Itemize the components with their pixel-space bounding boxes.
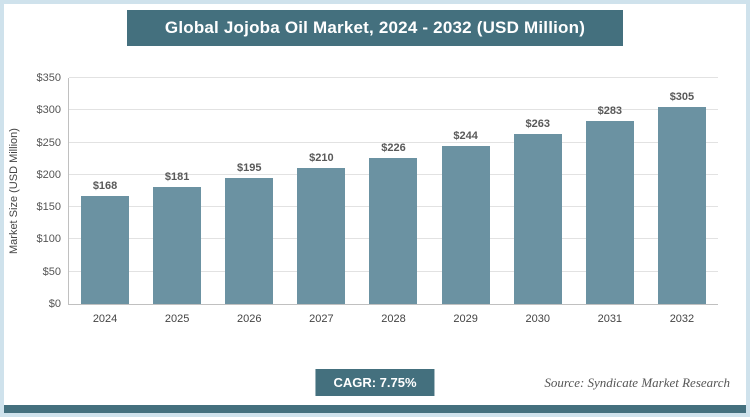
gridline: [69, 77, 718, 78]
bar-group: $244: [433, 78, 498, 304]
bar-value-label: $210: [309, 152, 334, 165]
source-text: Source: Syndicate Market Research: [544, 375, 730, 390]
y-tick-label: $100: [36, 233, 61, 246]
x-tick-label: 2032: [669, 313, 695, 325]
bar-value-label: $168: [92, 179, 118, 192]
bar-group: $226: [361, 78, 426, 304]
x-tick-label: 2028: [381, 313, 406, 325]
y-tick-label: $350: [36, 72, 61, 84]
chart-title: Global Jojoba Oil Market, 2024 - 2032 (U…: [127, 10, 623, 46]
bottom-strip: [4, 405, 746, 413]
cagr-badge: CAGR: 7.75%: [315, 369, 435, 396]
bar: [225, 178, 274, 304]
x-tick-label: 2030: [525, 313, 550, 325]
bar: [585, 121, 634, 304]
bar: [369, 158, 418, 304]
bar: [441, 146, 490, 304]
x-tick-label: 2029: [453, 313, 478, 325]
x-axis-ticks: 2024 2025 2026 2027 2028 2029 2030 2031 2032: [69, 313, 718, 325]
bar: [81, 195, 130, 304]
bar: [513, 134, 562, 304]
bar-group: $181: [145, 78, 210, 304]
bar-value-label: $305: [669, 91, 695, 104]
bar: [153, 187, 202, 304]
bar-group: $210: [289, 78, 354, 304]
bar-value-label: $195: [237, 162, 262, 175]
x-tick-label: 2027: [309, 313, 334, 325]
bar: [297, 168, 346, 304]
y-tick-label: $150: [36, 201, 61, 214]
bar-value-label: $181: [164, 171, 190, 184]
bar: [657, 107, 706, 304]
bar-group: $305: [649, 78, 714, 304]
bar-value-label: $226: [381, 142, 406, 155]
gridline: [69, 109, 718, 111]
bar-group: $195: [217, 78, 282, 304]
bar-series: $168 $181 $195 $210 $226 $244 $263 $283 $305: [69, 78, 718, 304]
bar-group: $263: [505, 78, 570, 304]
bar-value-label: $263: [525, 118, 550, 131]
bar-group: $283: [577, 78, 642, 304]
plot-area: $0 $50 $100 $150 $200 $250 $300 $350 $168 $181 $1…: [37, 72, 718, 325]
x-tick-label: 2025: [164, 313, 190, 325]
bar-group: $168: [73, 78, 138, 304]
gridline: [69, 141, 718, 143]
x-tick-label: 2031: [597, 313, 623, 325]
y-axis-title: Market Size (USD Million): [8, 128, 20, 255]
x-tick-label: 2024: [92, 313, 118, 325]
y-axis-ticks: $0 $50 $100 $150 $200 $250 $300 $350: [23, 72, 69, 310]
x-tick-label: 2026: [237, 313, 262, 325]
bar-value-label: $283: [597, 105, 623, 118]
y-tick-label: $0: [48, 298, 61, 310]
bar-value-label: $244: [453, 130, 478, 143]
y-tick-label: $300: [36, 104, 61, 117]
y-tick-label: $50: [42, 265, 61, 278]
y-tick-label: $200: [36, 168, 61, 181]
y-tick-label: $250: [36, 136, 61, 149]
